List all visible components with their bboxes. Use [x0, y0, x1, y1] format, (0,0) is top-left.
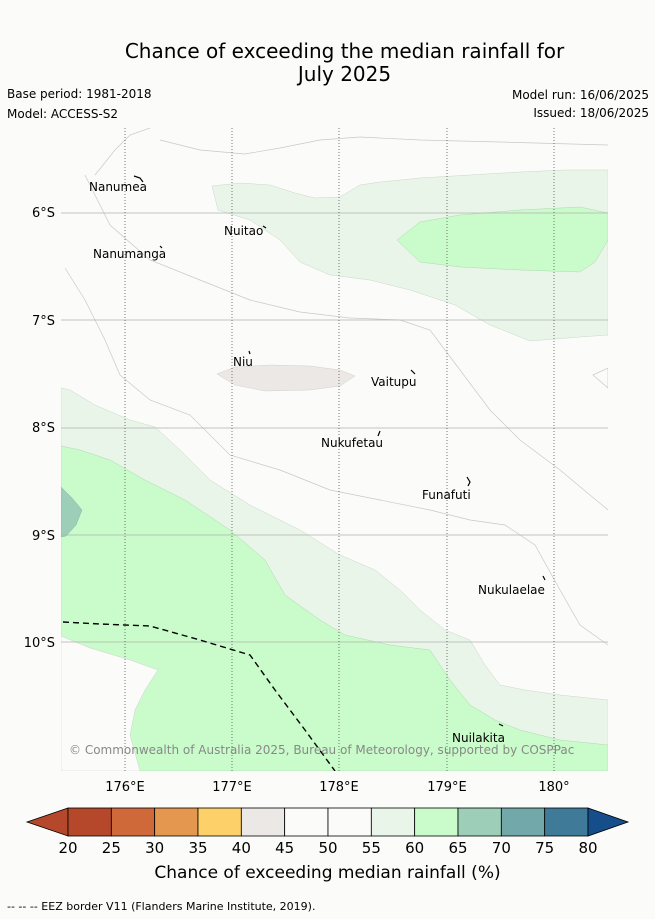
contour-60-65-north — [396, 206, 608, 273]
contour-65-70-west — [61, 486, 83, 538]
colorbar-extend-low — [25, 807, 69, 837]
issued-date: Issued: 18/06/2025 — [533, 106, 649, 120]
island-nuilakita — [498, 723, 504, 727]
lat-grid — [61, 212, 608, 643]
place-funafuti: Funafuti — [422, 488, 471, 502]
map-area — [61, 128, 608, 771]
colorbar-swatch — [110, 807, 156, 837]
place-nuitao: Nuitao — [224, 224, 263, 238]
eez-border — [62, 621, 336, 771]
title-line-2: July 2025 — [297, 62, 392, 86]
colorbar-swatch — [197, 807, 242, 837]
contour-line-d — [64, 267, 608, 646]
lat-label-9s: 9°S — [32, 529, 55, 544]
colorbar-tick-label: 55 — [362, 839, 381, 857]
colorbar-title: Chance of exceeding median rainfall (%) — [154, 863, 501, 883]
islands — [133, 175, 546, 727]
island-nanumanga — [159, 245, 163, 249]
colorbar-tick-label: 50 — [318, 839, 337, 857]
place-vaitupu: Vaitupu — [371, 375, 417, 389]
place-nukulaelae: Nukulaelae — [478, 583, 545, 597]
island-nuitao — [262, 225, 267, 229]
map-svg: Nanumea Nuitao Nanumanga Niu Vaitupu Nuk… — [24, 128, 608, 795]
lon-label-177e: 177°E — [212, 780, 252, 795]
colorbar-tick-label: 25 — [102, 839, 121, 857]
copyright-text: © Commonwealth of Australia 2025, Bureau… — [69, 743, 574, 757]
place-nuilakita: Nuilakita — [452, 731, 505, 745]
lon-grid — [124, 128, 555, 771]
colorbar-swatch — [414, 807, 459, 837]
colorbar-tick-label: 75 — [535, 839, 554, 857]
island-nukufetau — [377, 430, 381, 437]
colorbar-tick-label: 45 — [275, 839, 294, 857]
contour-line-e — [592, 367, 608, 389]
colorbar-swatch — [327, 807, 372, 837]
lon-label-180: 180° — [538, 780, 569, 795]
colorbar-tick-label: 35 — [188, 839, 207, 857]
lat-label-6s: 6°S — [32, 206, 55, 221]
colorbar-tick-label: 20 — [58, 839, 77, 857]
island-niu — [248, 350, 251, 355]
island-nanumea — [133, 175, 144, 183]
contour-60-65-south — [61, 445, 608, 771]
map-title: Chance of exceeding the median rainfall … — [0, 40, 655, 86]
place-nukufetau: Nukufetau — [321, 436, 383, 450]
lon-label-178e: 178°E — [319, 780, 359, 795]
contour-line-b — [159, 136, 608, 155]
place-nanumanga: Nanumanga — [93, 247, 166, 261]
colorbar-swatch — [457, 807, 502, 837]
colorbar-tick-label: 60 — [405, 839, 424, 857]
colorbar-swatch — [154, 807, 199, 837]
colorbar-swatch — [67, 807, 112, 837]
eez-note: -- -- -- EEZ border V11 (Flanders Marine… — [7, 900, 316, 913]
colorbar-extend-high — [587, 807, 630, 837]
lat-label-10s: 10°S — [24, 636, 55, 651]
colorbar-tick-label: 30 — [145, 839, 164, 857]
colorbar-swatch — [544, 807, 589, 837]
colorbar-tick-label: 70 — [492, 839, 511, 857]
island-vaitupu — [410, 369, 416, 375]
colorbar-tick-label: 65 — [448, 839, 467, 857]
colorbar-tick-label: 80 — [578, 839, 597, 857]
lon-label-179e: 179°E — [427, 780, 467, 795]
place-niu: Niu — [233, 355, 253, 369]
lat-label-7s: 7°S — [32, 314, 55, 329]
lat-label-8s: 8°S — [32, 421, 55, 436]
contour-50-55-pocket — [61, 635, 159, 771]
island-nukulaelae — [542, 575, 546, 581]
contour-40-45-niu — [216, 364, 356, 392]
island-funafuti — [466, 476, 471, 487]
colorbar-swatch — [370, 807, 416, 837]
title-line-1: Chance of exceeding the median rainfall … — [124, 39, 565, 63]
colorbar-tick-label: 40 — [232, 839, 251, 857]
colorbar-ticks: 20 25 30 35 40 45 50 55 60 65 70 75 80 — [58, 839, 597, 857]
model-run: Model run: 16/06/2025 — [511, 88, 649, 102]
colorbar-swatch — [240, 807, 286, 837]
model-name: Model: ACCESS-S2 — [7, 107, 119, 121]
lon-label-176e: 176°E — [105, 780, 145, 795]
base-period: Base period: 1981-2018 — [7, 87, 152, 101]
colorbar: 20 25 30 35 40 45 50 55 60 65 70 75 80 — [25, 807, 630, 857]
colorbar-swatches — [25, 807, 630, 837]
place-nanumea: Nanumea — [89, 180, 147, 194]
colorbar-swatch — [500, 807, 546, 837]
colorbar-swatch — [284, 807, 329, 837]
contour-line-a — [94, 128, 151, 176]
